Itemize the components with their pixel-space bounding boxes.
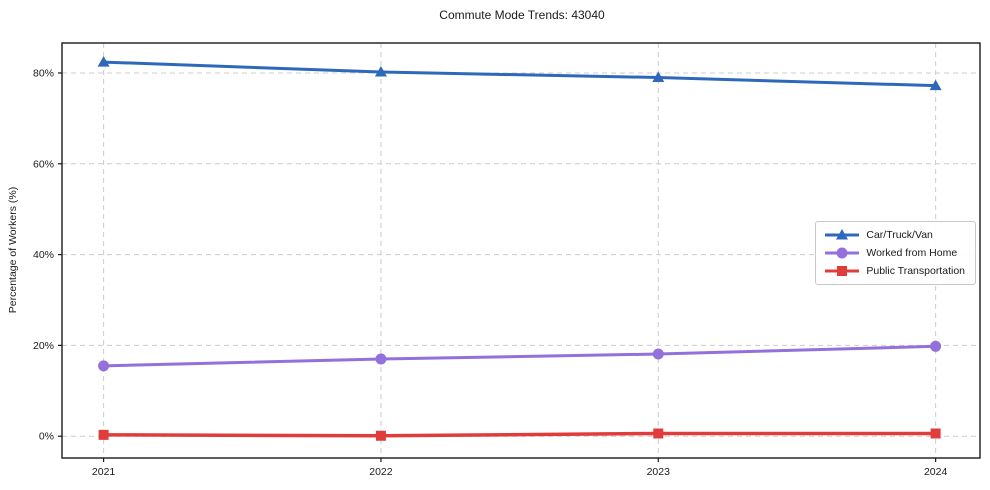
- chart-title: Commute Mode Trends: 43040: [439, 8, 605, 22]
- y-tick-label: 80%: [33, 67, 54, 79]
- x-tick-label: 2021: [92, 466, 116, 478]
- x-tick-label: 2024: [924, 466, 948, 478]
- legend-label: Worked from Home: [866, 247, 958, 259]
- data-point-marker: [653, 428, 664, 439]
- legend-item: Worked from Home: [824, 246, 965, 260]
- y-tick-label: 0%: [39, 431, 54, 443]
- x-tick-label: 2023: [647, 466, 671, 478]
- series-line-public-transportation: [101, 431, 938, 438]
- y-tick-label: 20%: [33, 340, 54, 352]
- legend-label: Public Transportation: [866, 265, 965, 277]
- data-point-marker: [375, 353, 387, 365]
- x-tick-label: 2022: [369, 466, 393, 478]
- circle-legend-marker-icon: [825, 247, 860, 259]
- legend-label: Car/Truck/Van: [866, 229, 933, 241]
- data-point-marker: [836, 229, 849, 240]
- data-point-marker: [98, 360, 110, 372]
- data-point-marker: [374, 66, 387, 77]
- legend: Car/Truck/Van Worked from Home Public Tran…: [815, 221, 976, 285]
- square-legend-marker-icon: [825, 266, 860, 276]
- data-point-marker: [930, 428, 941, 439]
- plot-border: [61, 42, 981, 459]
- data-point-marker: [98, 429, 109, 440]
- legend-item: Car/Truck/Van: [824, 228, 965, 242]
- data-point-marker: [652, 71, 665, 83]
- y-tick-label: 60%: [33, 158, 54, 170]
- data-point-marker: [930, 340, 942, 352]
- series-line-car-truck-van: [102, 60, 938, 88]
- data-point-marker: [97, 56, 110, 67]
- data-point-marker: [375, 430, 386, 441]
- y-tick-label: 40%: [33, 249, 54, 261]
- legend-item: Public Transportation: [824, 264, 965, 278]
- triangle-legend-marker-icon: [825, 229, 860, 240]
- data-point-marker: [837, 266, 848, 276]
- data-point-marker: [652, 348, 664, 360]
- data-point-marker: [929, 79, 942, 91]
- series-line-worked-from-home: [102, 344, 938, 368]
- data-point-marker: [836, 247, 848, 259]
